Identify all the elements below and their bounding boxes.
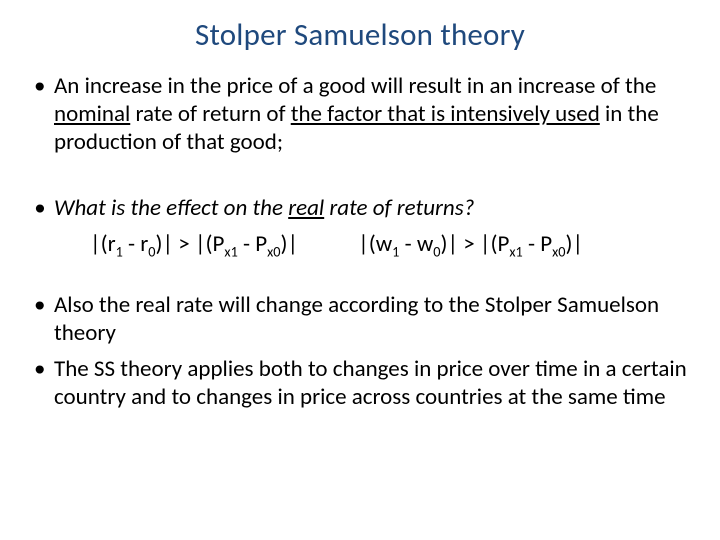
eq2-p1: |(w [358,230,392,258]
bullet1-u2: the factor that is intensively used [291,100,600,128]
bullet-list: An increase in the price of a good will … [30,72,690,156]
bullet1-u1: nominal [54,100,130,128]
bullet-item-3: Also the real rate will change according… [30,291,690,347]
eq2-p3: )| > |(P [441,230,510,258]
slide-title: Stolper Samuelson theory [30,16,690,54]
eq1-s1: 1 [116,243,123,261]
eq1-s3: x1 [224,243,237,261]
slide: Stolper Samuelson theory An increase in … [0,0,720,540]
eq1-p4: - P [238,230,267,258]
bullet2-u1: real [288,194,324,222]
eq2-s3: x1 [509,243,522,261]
bullet1-mid: rate of return of [130,100,290,128]
bullet-item-4: The SS theory applies both to changes in… [30,355,690,411]
eq1-p2: - r [123,230,148,258]
eq1-p1: |(r [90,230,116,258]
equation-1: |(r1 - r0)| > |(Px1 - Px0)| [90,230,298,259]
eq2-s2: 0 [433,243,440,261]
bullet2-pre: What is the effect on the [54,194,288,222]
eq2-p2: - w [399,230,433,258]
eq2-p5: )| [566,230,584,258]
eq1-p3: )| > |(P [156,230,225,258]
bullet-list-2: What is the effect on the real rate of r… [30,194,690,222]
spacer [30,164,690,194]
bullet-list-3: Also the real rate will change according… [30,291,690,411]
eq2-p4: - P [523,230,552,258]
bullet2-post: rate of returns? [324,194,474,222]
eq1-s2: 0 [148,243,155,261]
eq1-s4: x0 [267,243,280,261]
eq1-p5: )| [281,230,299,258]
equation-row: |(r1 - r0)| > |(Px1 - Px0)||(w1 - w0)| >… [30,230,690,259]
bullet1-pre: An increase in the price of a good will … [54,72,656,100]
bullet-item-2: What is the effect on the real rate of r… [30,194,690,222]
equation-2: |(w1 - w0)| > |(Px1 - Px0)| [358,230,583,259]
eq2-s4: x0 [552,243,565,261]
spacer-2 [30,265,690,291]
bullet-item-1: An increase in the price of a good will … [30,72,690,156]
